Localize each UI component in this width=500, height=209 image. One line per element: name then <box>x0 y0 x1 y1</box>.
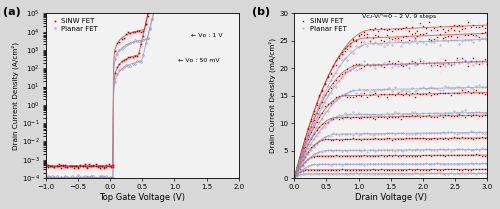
SiNW FET <box>68 164 74 167</box>
Text: ← Vᴅ : 1 V: ← Vᴅ : 1 V <box>190 33 222 38</box>
SiNW FET <box>484 168 490 170</box>
Y-axis label: Drain Current Density (mA/cm²): Drain Current Density (mA/cm²) <box>268 38 276 153</box>
Legend: SiNW FET, Planar FET: SiNW FET, Planar FET <box>298 17 348 33</box>
SiNW FET <box>456 168 462 171</box>
Planar FET <box>316 172 322 175</box>
SiNW FET <box>350 168 356 171</box>
Planar FET <box>292 177 298 179</box>
Planar FET <box>484 172 490 175</box>
Text: (b): (b) <box>252 7 270 17</box>
Planar FET <box>456 172 462 175</box>
Planar FET <box>68 175 74 178</box>
SiNW FET <box>336 168 342 171</box>
Text: Vᴄᴊ-Vₜʰ=0 – 2 V, 9 steps: Vᴄᴊ-Vₜʰ=0 – 2 V, 9 steps <box>362 13 436 19</box>
Planar FET <box>42 177 48 179</box>
Planar FET <box>73 178 79 181</box>
Planar FET <box>398 172 404 175</box>
SiNW FET <box>102 167 107 169</box>
Line: SiNW FET: SiNW FET <box>45 0 240 169</box>
SiNW FET <box>342 168 347 171</box>
X-axis label: Top Gate Voltage (V): Top Gate Voltage (V) <box>100 193 186 202</box>
Planar FET <box>482 172 488 175</box>
Line: SiNW FET: SiNW FET <box>294 168 488 179</box>
Planar FET <box>336 172 342 175</box>
Text: ← Vᴅ : 50 mV: ← Vᴅ : 50 mV <box>178 59 220 64</box>
Planar FET <box>350 172 356 175</box>
Line: Planar FET: Planar FET <box>294 173 488 179</box>
X-axis label: Drain Voltage (V): Drain Voltage (V) <box>355 193 427 202</box>
SiNW FET <box>292 177 298 179</box>
Planar FET <box>104 177 110 179</box>
SiNW FET <box>104 164 110 166</box>
SiNW FET <box>454 168 460 171</box>
SiNW FET <box>398 168 404 171</box>
Y-axis label: Drain Current Density (A/cm²): Drain Current Density (A/cm²) <box>11 42 18 150</box>
Text: (a): (a) <box>3 7 21 17</box>
SiNW FET <box>42 163 48 166</box>
Legend: SiNW FET, Planar FET: SiNW FET, Planar FET <box>49 17 99 33</box>
Planar FET <box>454 172 460 175</box>
Line: Planar FET: Planar FET <box>45 0 240 180</box>
